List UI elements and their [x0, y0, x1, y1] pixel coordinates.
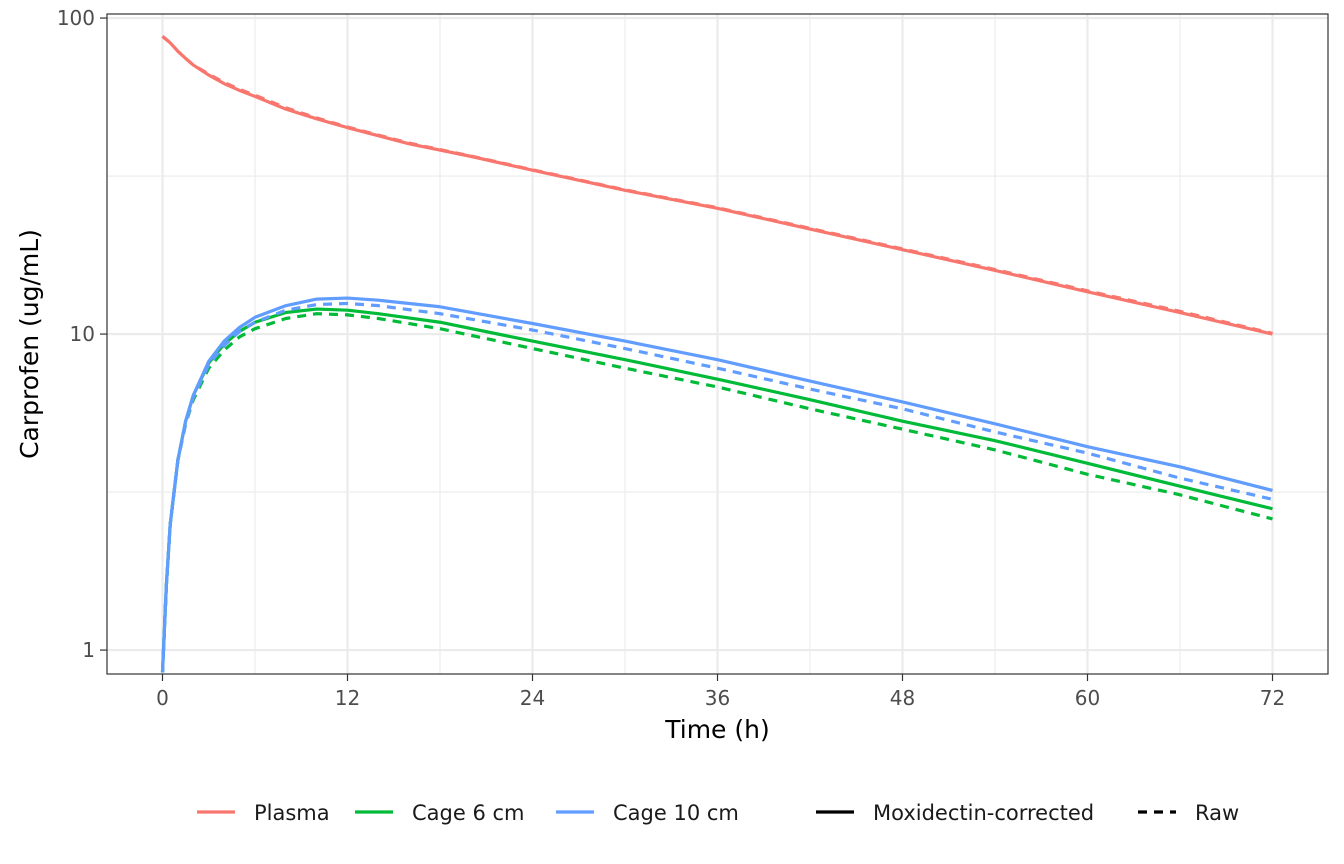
legend-label-cage-6-cm: Cage 6 cm — [412, 801, 525, 825]
x-tick-label: 24 — [520, 686, 545, 710]
y-tick-label: 100 — [57, 6, 95, 30]
x-tick-label: 48 — [890, 686, 915, 710]
x-tick-label: 72 — [1260, 686, 1285, 710]
x-tick-label: 60 — [1075, 686, 1100, 710]
series-line-plasma-dashed — [161, 35, 1273, 335]
y-tick-label: 1 — [82, 638, 95, 662]
y-tick-label: 10 — [70, 322, 95, 346]
legend-label-cage-10-cm: Cage 10 cm — [613, 801, 739, 825]
x-axis: 0 12 24 36 48 60 72 — [156, 674, 1285, 710]
legend-label-plasma: Plasma — [254, 801, 330, 825]
y-axis-title: Carprofen (ug/mL) — [15, 229, 44, 459]
x-axis-title: Time (h) — [664, 715, 769, 744]
series-lines — [160, 35, 1273, 673]
legend-label-raw: Raw — [1195, 801, 1239, 825]
x-tick-label: 0 — [156, 686, 169, 710]
x-tick-label: 36 — [705, 686, 730, 710]
minor-gridlines — [107, 14, 1328, 674]
x-tick-label: 12 — [335, 686, 360, 710]
legend-label-moxidectin-corrected: Moxidectin-corrected — [873, 801, 1094, 825]
major-gridlines — [107, 14, 1328, 674]
legend: Plasma Cage 6 cm Cage 10 cm Moxidectin-corr… — [197, 801, 1239, 825]
series-line-cage-10-cm-dashed — [160, 301, 1273, 673]
y-axis: 1 10 100 — [57, 6, 107, 662]
